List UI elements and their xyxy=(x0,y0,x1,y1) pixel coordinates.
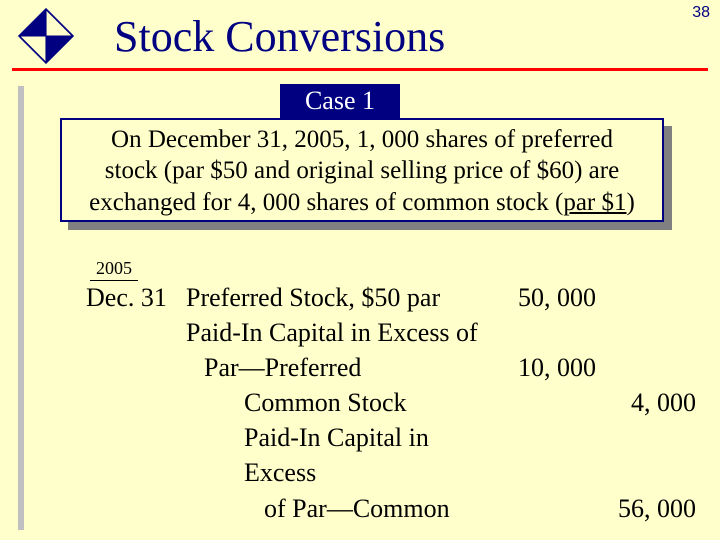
journal-row: of Par—Common 56, 000 xyxy=(86,491,696,526)
journal-debit: 50, 000 xyxy=(506,280,596,315)
slide-title: Stock Conversions xyxy=(114,11,445,62)
journal-credit xyxy=(596,420,696,490)
scenario-line2: stock (par $50 and original selling pric… xyxy=(105,157,619,184)
journal-debit xyxy=(506,385,596,420)
scenario-underline: par $1 xyxy=(563,189,626,216)
journal-date: Dec. 31 xyxy=(86,280,186,315)
journal-desc: Paid-In Capital in Excess of xyxy=(186,315,506,350)
left-accent-bar xyxy=(18,86,24,530)
journal-year: 2005 xyxy=(90,258,138,281)
journal-row: Paid-In Capital in Excess xyxy=(86,420,696,490)
journal-date xyxy=(86,350,186,385)
journal-desc: Par—Preferred xyxy=(186,350,506,385)
case-label: Case 1 xyxy=(280,84,400,118)
journal-row: Par—Preferred10, 000 xyxy=(86,350,696,385)
journal-credit xyxy=(596,315,696,350)
divider xyxy=(12,68,708,71)
journal-entries: Dec. 31Preferred Stock, $50 par50, 000Pa… xyxy=(86,280,696,526)
diamond-logo-icon xyxy=(18,8,74,64)
journal-date xyxy=(86,385,186,420)
journal-debit: 10, 000 xyxy=(506,350,596,385)
journal-debit xyxy=(506,491,596,526)
journal-credit: 56, 000 xyxy=(596,491,696,526)
journal-debit xyxy=(506,315,596,350)
journal-date xyxy=(86,491,186,526)
journal-credit xyxy=(596,280,696,315)
scenario-line3a: exchanged for 4, 000 shares of common st… xyxy=(89,189,563,216)
scenario-line1: On December 31, 2005, 1, 000 shares of p… xyxy=(111,126,613,153)
page-number: 38 xyxy=(692,4,710,22)
journal-desc: Common Stock xyxy=(186,385,506,420)
journal-credit: 4, 000 xyxy=(596,385,696,420)
journal-row: Dec. 31Preferred Stock, $50 par50, 000 xyxy=(86,280,696,315)
journal-row: Common Stock 4, 000 xyxy=(86,385,696,420)
journal-date xyxy=(86,420,186,490)
scenario-line3b: ) xyxy=(627,189,635,216)
journal-desc: Preferred Stock, $50 par xyxy=(186,280,506,315)
journal-row: Paid-In Capital in Excess of xyxy=(86,315,696,350)
header: Stock Conversions xyxy=(0,0,720,64)
journal-desc: Paid-In Capital in Excess xyxy=(186,420,506,490)
journal-debit xyxy=(506,420,596,490)
journal-desc: of Par—Common xyxy=(186,491,506,526)
scenario-box: On December 31, 2005, 1, 000 shares of p… xyxy=(60,118,664,222)
journal-credit xyxy=(596,350,696,385)
journal-date xyxy=(86,315,186,350)
